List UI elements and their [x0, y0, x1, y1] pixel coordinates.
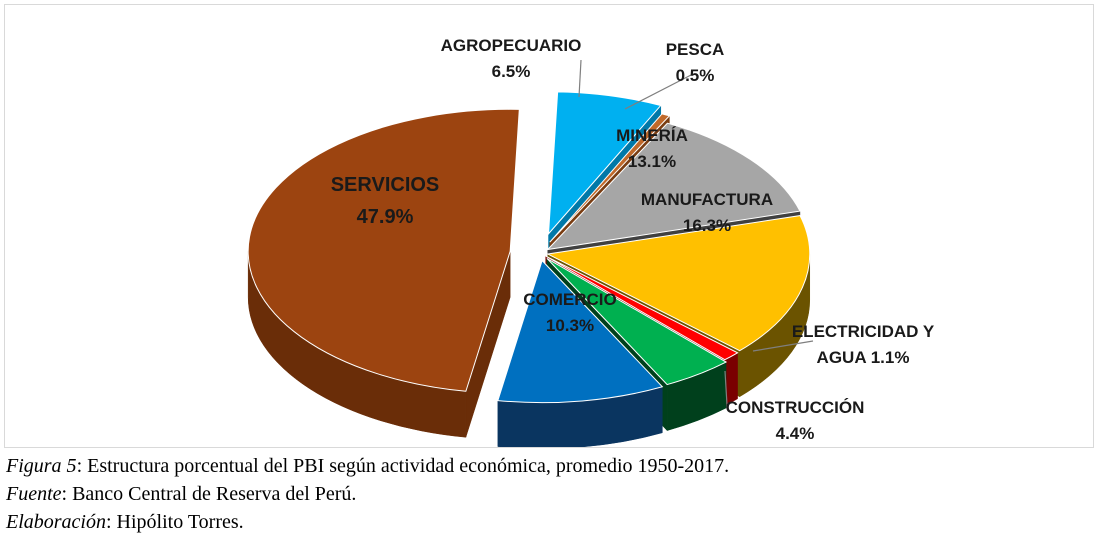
- slice-construccion: [546, 257, 728, 386]
- leader-line-pesca: [624, 74, 692, 110]
- caption-source-label: Fuente: [6, 483, 62, 505]
- slice-agropecuario: [547, 91, 662, 236]
- caption-author-text: : Hipólito Torres.: [106, 511, 244, 533]
- chart-frame: AGROPECUARIO 6.5% PESCA 0.5% MINERÍA 13.1% MAN…: [4, 4, 1094, 448]
- slice-value-mineria: 13.1%: [628, 152, 676, 171]
- slice-value-servicios: 47.9%: [357, 206, 414, 228]
- slice-label-comercio: COMERCIO: [523, 290, 617, 309]
- leader-line-agropecuario: [578, 59, 582, 98]
- slice-label-agropecuario: AGROPECUARIO: [441, 36, 582, 55]
- slice-manufactura: [546, 215, 811, 352]
- caption-figure-label: Figura 5: [6, 455, 77, 477]
- leader-line-electricidad-y-agua: [752, 340, 814, 352]
- slice-labels: AGROPECUARIO 6.5% PESCA 0.5% MINERÍA 13.1% MAN…: [331, 36, 935, 443]
- slice-value-agropecuario: 6.5%: [492, 62, 531, 81]
- slice-electricidad-y-agua: [545, 255, 739, 361]
- slice-label-construccion: CONSTRUCCIÓN: [726, 398, 865, 417]
- pie-chart: AGROPECUARIO 6.5% PESCA 0.5% MINERÍA 13.1% MAN…: [247, 36, 935, 447]
- slice-comercio: [497, 259, 664, 404]
- leader-line-construccion: [724, 370, 728, 406]
- slice-value-pesca: 0.5%: [676, 66, 715, 85]
- slice-value-construccion: 4.4%: [776, 424, 815, 443]
- slice-label-electricidad-y-agua: ELECTRICIDAD Y: [792, 322, 935, 341]
- slice-label-manufactura: MANUFACTURA: [641, 190, 773, 209]
- slice-mineria: [546, 122, 801, 251]
- caption-author-line: Elaboración: Hipólito Torres.: [6, 508, 1096, 536]
- caption-figure-text: : Estructura porcentual del PBI según ac…: [76, 455, 730, 477]
- caption-figure-line: Figura 5: Estructura porcentual del PBI …: [6, 452, 1096, 480]
- pie-tops: [247, 91, 811, 404]
- slice-value-electricidad-y-agua: AGUA 1.1%: [817, 348, 910, 367]
- slice-servicios: [247, 108, 520, 392]
- slice-pesca: [549, 113, 671, 243]
- slice-value-manufactura: 16.3%: [683, 216, 731, 235]
- caption-source-line: Fuente: Banco Central de Reserva del Per…: [6, 480, 1096, 508]
- slice-value-comercio: 10.3%: [546, 316, 594, 335]
- slice-label-servicios: SERVICIOS: [331, 174, 440, 196]
- caption-author-label: Elaboración: [6, 511, 106, 533]
- slice-label-mineria: MINERÍA: [616, 126, 688, 145]
- figure-caption: Figura 5: Estructura porcentual del PBI …: [6, 452, 1096, 536]
- caption-source-text: : Banco Central de Reserva del Perú.: [61, 483, 357, 505]
- slice-label-pesca: PESCA: [666, 40, 725, 59]
